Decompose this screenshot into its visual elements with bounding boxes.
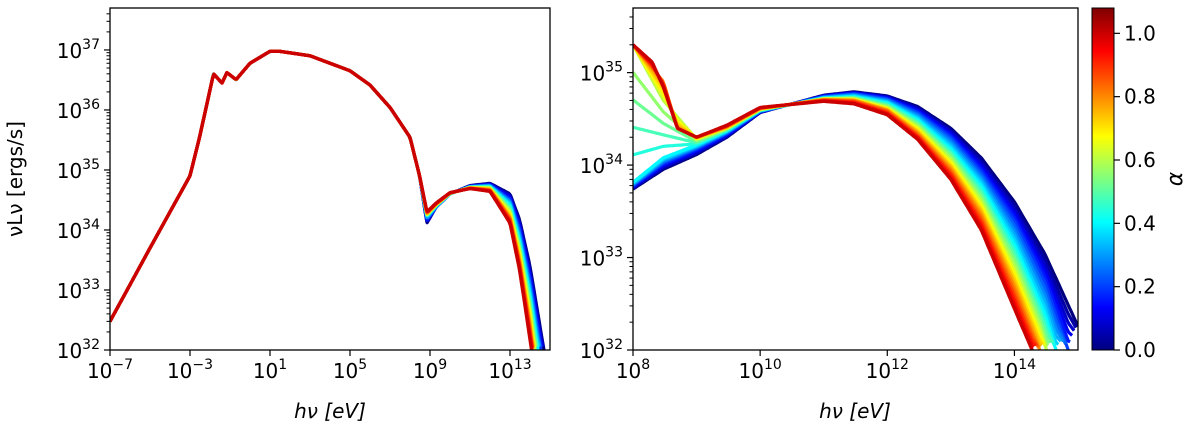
left-x-tick-label: 109 (413, 357, 447, 383)
left-curve (110, 49, 535, 350)
left-plot-panel: 10−7 10−3 101 105 109 1013 1032 1033 1034 1035 103… (3, 7, 551, 423)
left-y-tick-label: 1036 (57, 97, 100, 123)
left-curve (110, 49, 534, 349)
right-x-axis-label: hν [eV] (819, 399, 891, 423)
left-curve (110, 49, 536, 347)
right-y-tick-label: 1033 (580, 245, 623, 271)
right-y-tick-label: 1034 (580, 152, 623, 178)
colorbar-tick-label: 1.0 (1124, 21, 1156, 45)
left-y-tick-label: 1037 (57, 37, 100, 63)
left-axes-frame (109, 7, 551, 351)
left-curve (110, 49, 538, 348)
left-curve (110, 49, 539, 346)
right-ticks: 108 1010 1012 1014 1032 1033 1034 1035 (580, 16, 1036, 383)
left-x-tick-label: 1013 (488, 357, 531, 383)
left-curve (110, 49, 536, 347)
colorbar-gradient (1091, 7, 1115, 351)
left-curve (110, 49, 537, 348)
left-x-axis-label: hν [eV] (294, 399, 366, 423)
left-x-tick-label: 105 (333, 357, 367, 383)
left-x-tick-label: 10−3 (167, 357, 213, 383)
right-x-tick-label: 1012 (866, 357, 909, 383)
left-curve (110, 49, 542, 346)
left-curve (110, 49, 534, 348)
left-curve (110, 49, 540, 350)
left-curve (110, 49, 534, 350)
left-x-tick-label: 10−7 (87, 357, 133, 383)
colorbar-label: α (1163, 171, 1188, 186)
left-curve (110, 49, 538, 346)
right-y-tick-label: 1032 (580, 337, 623, 363)
left-curve (110, 49, 544, 348)
left-curve (110, 49, 535, 348)
left-curve (110, 49, 537, 350)
left-y-axis-label: νLν [ergs/s] (3, 121, 27, 237)
right-y-tick-label: 1035 (580, 60, 623, 86)
left-y-tick-label: 1032 (57, 337, 100, 363)
left-y-tick-label: 1035 (57, 157, 100, 183)
left-curves (110, 49, 546, 350)
right-x-tick-label: 1014 (993, 357, 1036, 383)
right-curve (633, 43, 1034, 350)
right-plot-panel: 108 1010 1012 1014 1032 1033 1034 1035 hν [eV] (580, 7, 1079, 423)
right-x-tick-label: 1010 (739, 357, 782, 383)
right-x-tick-label: 108 (616, 357, 650, 383)
left-curve (110, 49, 534, 348)
left-ticks: 10−7 10−3 101 105 109 1013 1032 1033 1034 1035 103… (57, 13, 532, 383)
right-curves (633, 43, 1078, 350)
colorbar-tick-label: 0.4 (1124, 211, 1156, 235)
left-curve (110, 49, 545, 346)
colorbar-tick-label: 0.6 (1124, 148, 1156, 172)
left-curve (110, 49, 539, 348)
colorbar-tick-label: 0.2 (1124, 275, 1156, 299)
left-y-tick-label: 1033 (57, 277, 100, 303)
colorbar-tick-label: 0.0 (1124, 338, 1156, 362)
left-curve (110, 49, 545, 348)
left-y-tick-label: 1034 (57, 217, 100, 243)
left-curve (110, 49, 541, 346)
left-curve (110, 49, 542, 348)
left-x-tick-label: 101 (253, 357, 287, 383)
left-curve (110, 49, 544, 346)
left-curve (110, 49, 535, 349)
colorbar: 0.0 0.2 0.4 0.6 0.8 1.0 α (1091, 7, 1188, 362)
colorbar-tick-label: 0.8 (1124, 85, 1156, 109)
left-curve (110, 49, 541, 348)
colorbar-ticks: 0.0 0.2 0.4 0.6 0.8 1.0 (1114, 21, 1156, 362)
